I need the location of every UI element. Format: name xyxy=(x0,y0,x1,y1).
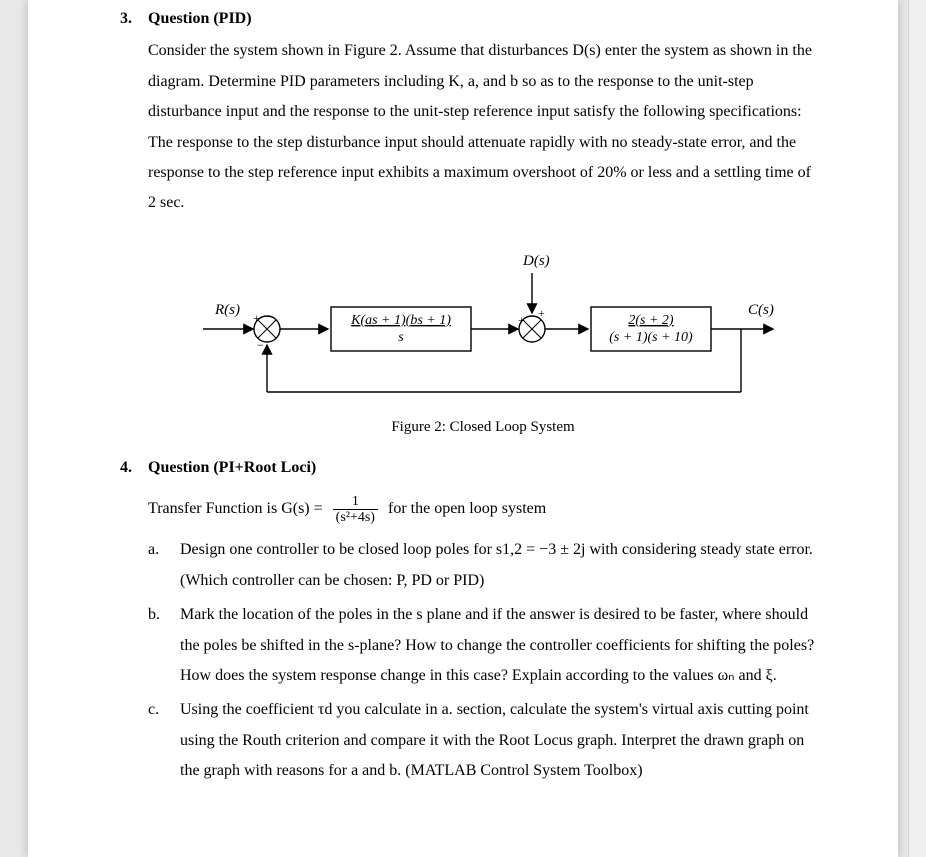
part-b-text: Mark the location of the poles in the s … xyxy=(180,606,814,684)
svg-text:2(s + 2): 2(s + 2) xyxy=(628,313,674,328)
svg-text:+: + xyxy=(253,311,260,325)
part-c-text: Using the coefficient τd you calculate i… xyxy=(180,701,809,779)
q3-heading: 3. Question (PID) xyxy=(120,4,818,34)
tf-denominator: (s²+4s) xyxy=(333,510,378,525)
q4-part-a: a. Design one controller to be closed lo… xyxy=(148,535,818,596)
part-b-letter: b. xyxy=(148,600,160,630)
tf-fraction: 1 (s²+4s) xyxy=(333,494,378,526)
q4-part-b: b. Mark the location of the poles in the… xyxy=(148,600,818,691)
svg-text:−: − xyxy=(257,338,264,352)
q3-body: Consider the system shown in Figure 2. A… xyxy=(148,36,818,218)
q4-transfer-function: Transfer Function is G(s) = 1 (s²+4s) fo… xyxy=(148,494,818,526)
q4-heading: 4. Question (PI+Root Loci) xyxy=(120,453,818,483)
q4-number: 4. xyxy=(120,453,144,483)
input-label: R(s) xyxy=(214,302,240,318)
tf-suffix: for the open loop system xyxy=(388,494,546,524)
output-label: C(s) xyxy=(748,302,774,318)
part-a-text: Design one controller to be closed loop … xyxy=(180,541,813,588)
q4-part-c: c. Using the coefficient τd you calculat… xyxy=(148,695,818,786)
disturbance-label: D(s) xyxy=(522,253,550,269)
document-page: 3. Question (PID) Consider the system sh… xyxy=(28,0,898,857)
part-c-letter: c. xyxy=(148,695,159,725)
tf-prefix: Transfer Function is G(s) = xyxy=(148,494,323,524)
figure-2-caption: Figure 2: Closed Loop System xyxy=(148,413,818,442)
figure-2-diagram: R(s) + − K(as + 1)(bs + 1) s + + D(s) xyxy=(148,237,818,442)
svg-text:+: + xyxy=(538,306,545,320)
tf-numerator: 1 xyxy=(333,494,378,510)
svg-text:s: s xyxy=(398,330,404,345)
svg-text:+: + xyxy=(518,313,525,327)
svg-text:K(as + 1)(bs + 1): K(as + 1)(bs + 1) xyxy=(350,313,451,328)
scrollbar-right[interactable] xyxy=(908,0,926,857)
part-a-letter: a. xyxy=(148,535,159,565)
block-diagram-svg: R(s) + − K(as + 1)(bs + 1) s + + D(s) xyxy=(183,237,783,407)
q3-number: 3. xyxy=(120,4,144,34)
q4-title: Question (PI+Root Loci) xyxy=(148,459,316,476)
q3-title: Question (PID) xyxy=(148,10,252,27)
svg-text:(s + 1)(s + 10): (s + 1)(s + 10) xyxy=(609,330,693,345)
